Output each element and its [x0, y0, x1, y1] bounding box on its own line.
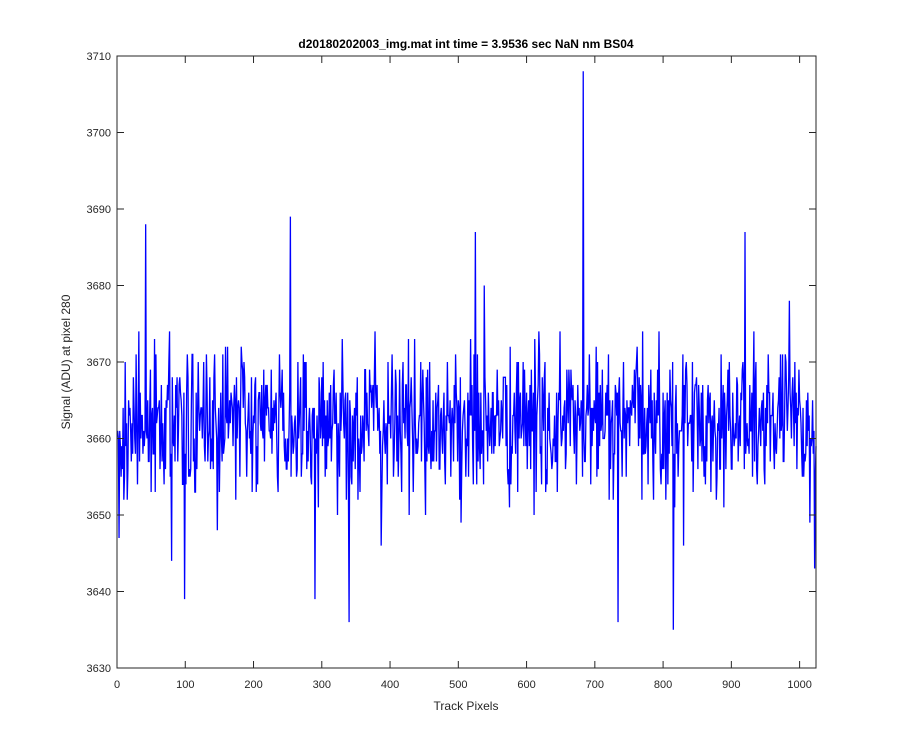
x-tick-label: 100: [176, 679, 194, 691]
x-tick-label: 900: [722, 679, 740, 691]
y-tick-label: 3640: [87, 587, 111, 599]
plot-area: [117, 56, 816, 668]
y-tick-label: 3630: [87, 663, 111, 675]
y-tick-label: 3700: [87, 128, 111, 140]
x-tick-label: 200: [244, 679, 262, 691]
x-tick-label: 500: [449, 679, 467, 691]
x-tick-label: 300: [313, 679, 331, 691]
x-axis: 0 100 200 300 400 500 600 700 800 900 1000: [114, 56, 812, 691]
x-tick-label: 700: [586, 679, 604, 691]
x-tick-label: 400: [381, 679, 399, 691]
y-axis-label: Signal (ADU) at pixel 280: [59, 294, 73, 429]
x-tick-label: 800: [654, 679, 672, 691]
y-tick-label: 3690: [87, 204, 111, 216]
y-axis: 3630 3640 3650 3660 3670 3680 3690 3700 3710: [87, 51, 816, 675]
y-tick-label: 3660: [87, 434, 111, 446]
x-tick-label: 1000: [787, 679, 811, 691]
series-line: [117, 71, 817, 630]
y-tick-label: 3680: [87, 281, 111, 293]
x-tick-label: 0: [114, 679, 120, 691]
y-tick-label: 3650: [87, 510, 111, 522]
x-axis-label: Track Pixels: [434, 699, 499, 713]
series-layer: [117, 71, 817, 630]
x-tick-label: 600: [517, 679, 535, 691]
y-tick-label: 3670: [87, 357, 111, 369]
y-tick-label: 3710: [87, 51, 111, 63]
chart-title: d20180202003_img.mat int time = 3.9536 s…: [298, 37, 634, 51]
